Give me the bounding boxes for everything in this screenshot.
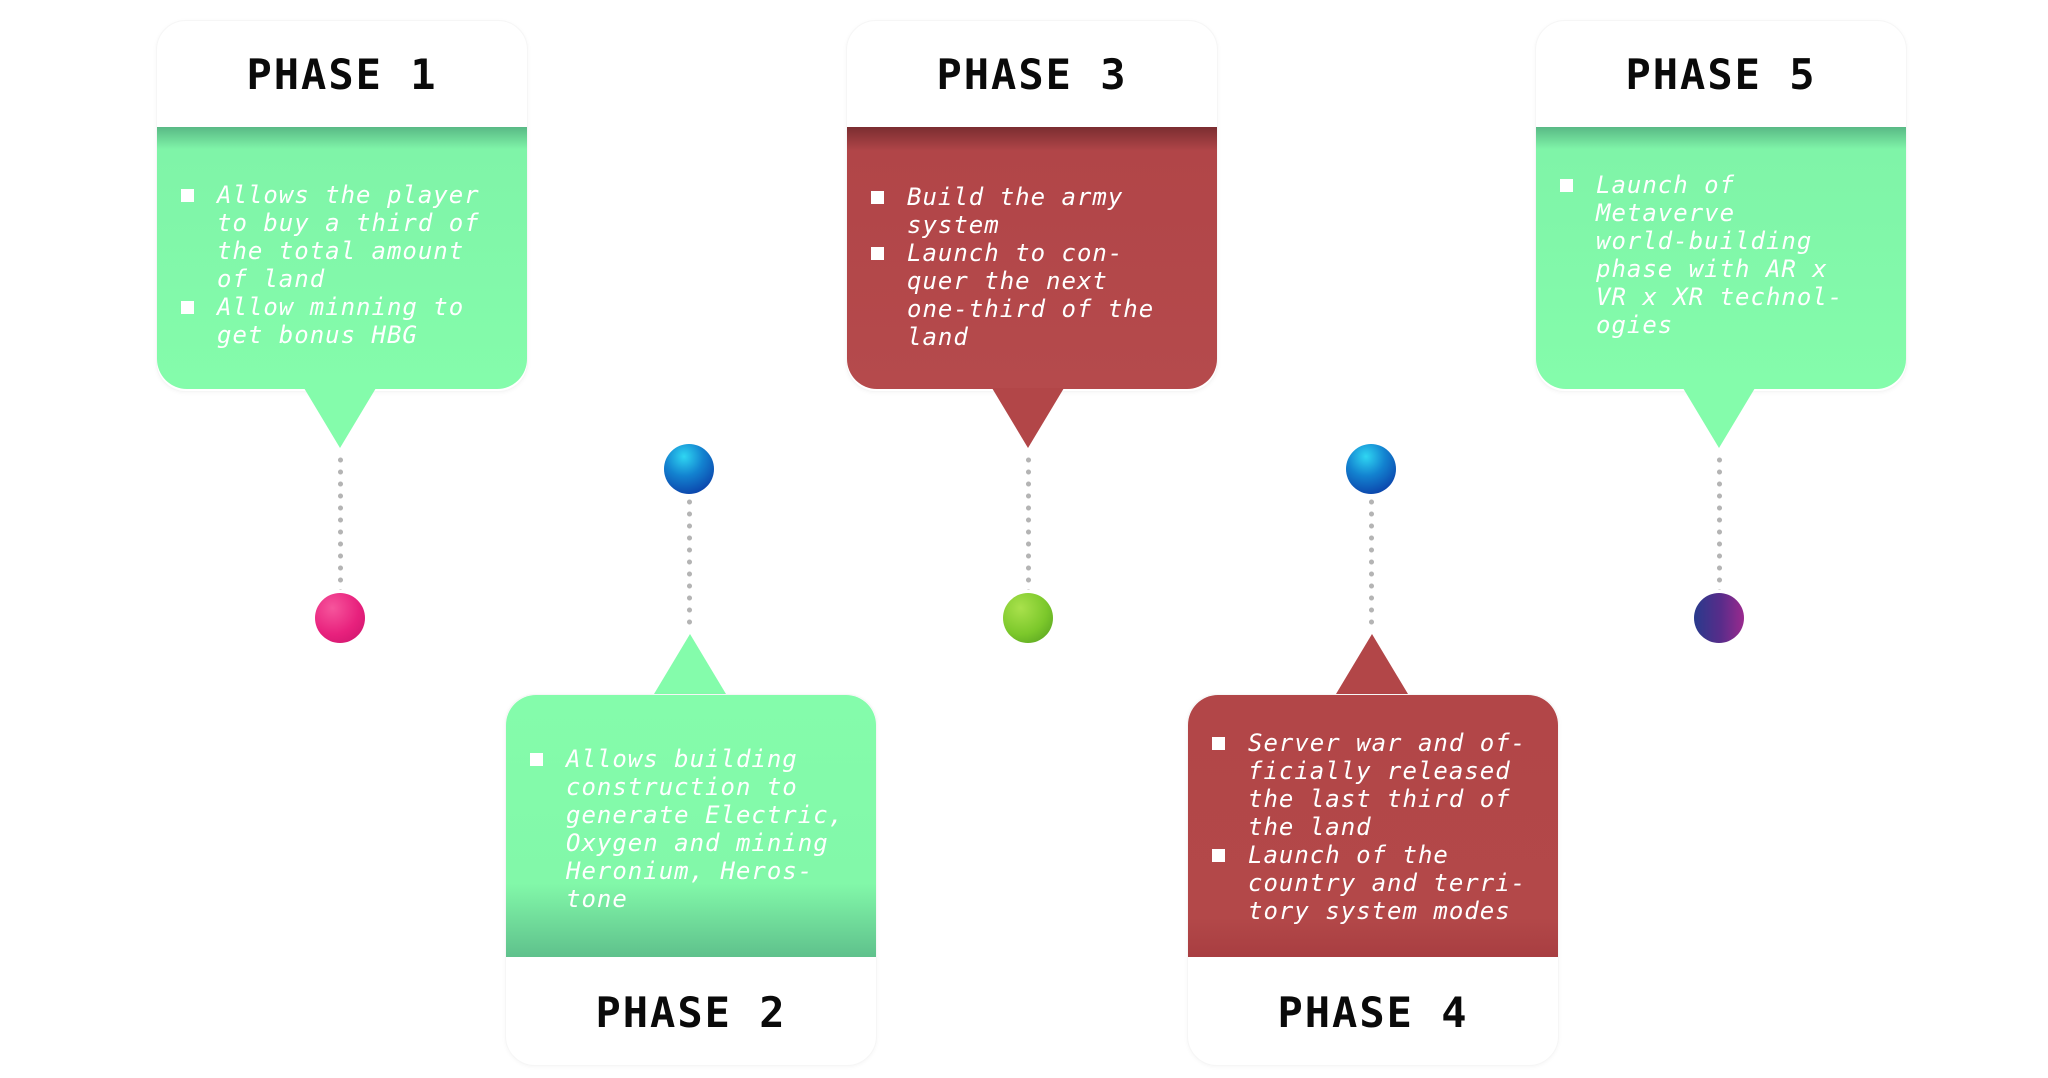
phase-2-title: PHASE 2 — [595, 987, 787, 1037]
phase-5-body: Launch of Metaverve world-building phase… — [1536, 127, 1906, 389]
phase-1-title: PHASE 1 — [246, 49, 438, 99]
phase-1-pointer — [304, 388, 376, 448]
phase-2-body: Allows building construction to generate… — [506, 695, 876, 957]
bullet-icon — [1560, 179, 1573, 192]
phase-3-list: Build the army system Launch to con- que… — [871, 183, 1203, 351]
phase-5-title: PHASE 5 — [1625, 49, 1817, 99]
list-item: Allows the player to buy a third of the … — [181, 181, 513, 293]
phase-4-card: Server war and of- ficially released the… — [1187, 694, 1559, 1066]
phase-5-connector — [1717, 454, 1722, 590]
phase-4-list: Server war and of- ficially released the… — [1212, 729, 1544, 925]
bullet-icon — [530, 753, 543, 766]
phase-4-connector — [1369, 496, 1374, 626]
phase-4-node — [1346, 444, 1396, 494]
phase-3-pointer — [992, 388, 1064, 448]
bullet-icon — [1212, 849, 1225, 862]
phase-5-list: Launch of Metaverve world-building phase… — [1560, 171, 1892, 339]
phase-3-body: Build the army system Launch to con- que… — [847, 127, 1217, 389]
phase-1-node — [315, 593, 365, 643]
phase-5-pointer — [1683, 388, 1755, 448]
list-item: Allow minning to get bonus HBG — [181, 293, 513, 349]
phase-3-title: PHASE 3 — [936, 49, 1128, 99]
bullet-icon — [181, 301, 194, 314]
phase-2-node — [664, 444, 714, 494]
list-item: Launch to con- quer the next one-third o… — [871, 239, 1203, 351]
bullet-icon — [871, 247, 884, 260]
phase-4-pointer — [1336, 634, 1408, 694]
phase-2-list: Allows building construction to generate… — [530, 745, 862, 913]
phase-1-body: Allows the player to buy a third of the … — [157, 127, 527, 389]
phase-4-body: Server war and of- ficially released the… — [1188, 695, 1558, 957]
phase-3-card: PHASE 3 Build the army system Launch to … — [846, 20, 1218, 392]
list-item: Server war and of- ficially released the… — [1212, 729, 1544, 841]
list-item: Allows building construction to generate… — [530, 745, 862, 913]
phase-5-card: PHASE 5 Launch of Metaverve world-buildi… — [1535, 20, 1907, 392]
phase-5-node — [1694, 593, 1744, 643]
list-item: Launch of Metaverve world-building phase… — [1560, 171, 1892, 339]
bullet-icon — [1212, 737, 1225, 750]
phase-4-title: PHASE 4 — [1277, 987, 1469, 1037]
list-item: Launch of the country and terri- tory sy… — [1212, 841, 1544, 925]
phase-2-connector — [687, 496, 692, 626]
phase-3-node — [1003, 593, 1053, 643]
phase-3-connector — [1026, 454, 1031, 590]
phase-1-connector — [338, 454, 343, 590]
phase-1-card: PHASE 1 Allows the player to buy a third… — [156, 20, 528, 392]
phase-2-pointer — [654, 634, 726, 694]
list-item: Build the army system — [871, 183, 1203, 239]
phase-2-card: Allows building construction to generate… — [505, 694, 877, 1066]
phase-1-list: Allows the player to buy a third of the … — [181, 181, 513, 349]
bullet-icon — [181, 189, 194, 202]
bullet-icon — [871, 191, 884, 204]
